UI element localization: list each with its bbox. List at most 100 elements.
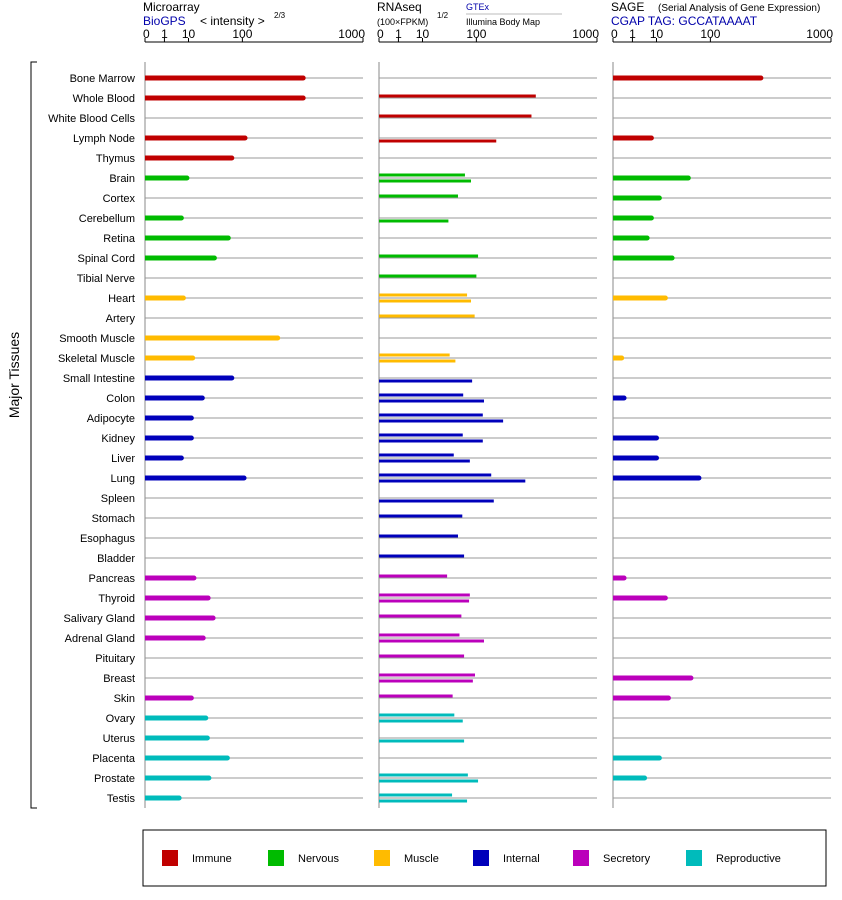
panel-subtitle: GTEx bbox=[466, 2, 490, 12]
bar bbox=[145, 415, 192, 421]
legend-label-internal: Internal bbox=[503, 853, 540, 865]
x-tick-label: 10 bbox=[416, 27, 430, 41]
bar bbox=[379, 514, 463, 518]
bar-end bbox=[229, 375, 235, 381]
bar bbox=[379, 773, 468, 777]
bar bbox=[613, 695, 669, 701]
bar-end bbox=[758, 75, 764, 81]
bar-end bbox=[648, 135, 654, 141]
bar-end bbox=[656, 755, 662, 761]
legend-label-nervous: Nervous bbox=[298, 853, 339, 865]
tissue-label: Kidney bbox=[101, 433, 135, 445]
bar-end bbox=[188, 435, 194, 441]
bar-end bbox=[210, 615, 216, 621]
bar bbox=[379, 293, 468, 297]
panel-title: RNAseq bbox=[377, 0, 422, 14]
scale-note: < intensity > bbox=[200, 14, 265, 28]
bar bbox=[145, 175, 187, 181]
tissue-label: Skeletal Muscle bbox=[58, 353, 135, 365]
bar bbox=[379, 219, 449, 223]
bar bbox=[145, 135, 246, 141]
bar bbox=[145, 295, 184, 301]
bar bbox=[379, 459, 470, 463]
bar bbox=[379, 599, 470, 603]
bar-end bbox=[656, 195, 662, 201]
bar-end bbox=[642, 775, 648, 781]
bar-end bbox=[665, 695, 671, 701]
bar-end bbox=[696, 475, 702, 481]
bar bbox=[613, 595, 666, 601]
bar bbox=[379, 639, 484, 643]
bar-end bbox=[300, 75, 306, 81]
bar-end bbox=[648, 215, 654, 221]
bar bbox=[145, 695, 192, 701]
bar bbox=[145, 735, 208, 741]
scale-note: (100×FPKM) bbox=[377, 17, 428, 27]
tissue-label: Salivary Gland bbox=[63, 613, 135, 625]
legend-swatch-reproductive bbox=[686, 850, 702, 866]
bar-end bbox=[204, 735, 210, 741]
bar bbox=[379, 593, 470, 597]
legend-swatch-muscle bbox=[374, 850, 390, 866]
tissue-label: Artery bbox=[106, 313, 136, 325]
bar bbox=[145, 255, 215, 261]
x-tick-label: 1 bbox=[629, 27, 636, 41]
x-tick-label: 1000 bbox=[806, 27, 833, 41]
bar bbox=[379, 379, 473, 383]
bar-end bbox=[200, 635, 206, 641]
tissue-label: Placenta bbox=[92, 753, 136, 765]
bar bbox=[613, 435, 657, 441]
bar bbox=[379, 679, 473, 683]
bar bbox=[379, 453, 454, 457]
bar-end bbox=[203, 715, 209, 721]
tissue-label: Bone Marrow bbox=[70, 73, 135, 85]
bar bbox=[379, 673, 475, 677]
bar bbox=[379, 499, 494, 503]
x-tick-label: 10 bbox=[650, 27, 664, 41]
scale-exponent: 1/2 bbox=[437, 11, 449, 20]
bar-end bbox=[653, 435, 659, 441]
bar-end bbox=[211, 255, 217, 261]
tissue-label: Small Intestine bbox=[63, 373, 135, 385]
bar bbox=[613, 395, 625, 401]
bar bbox=[379, 719, 463, 723]
bar bbox=[613, 175, 689, 181]
panel-subtitle: BioGPS bbox=[143, 14, 186, 28]
bar bbox=[145, 435, 192, 441]
bar bbox=[379, 114, 532, 118]
tissue-bracket bbox=[30, 61, 37, 809]
tissue-label: Stomach bbox=[92, 513, 135, 525]
tissue-label: Brain bbox=[109, 173, 135, 185]
tissue-label: Cortex bbox=[103, 193, 136, 205]
bar-end bbox=[178, 215, 184, 221]
bar bbox=[379, 299, 471, 303]
panel-title: Microarray bbox=[143, 0, 200, 14]
bar-end bbox=[225, 235, 231, 241]
bar-end bbox=[621, 575, 627, 581]
bar bbox=[145, 375, 232, 381]
bar bbox=[145, 335, 278, 341]
bar-end bbox=[224, 755, 230, 761]
bar bbox=[379, 433, 463, 437]
tissue-label: Heart bbox=[108, 293, 135, 305]
bar bbox=[379, 274, 477, 278]
tissue-label: Liver bbox=[111, 453, 135, 465]
bar bbox=[379, 614, 462, 618]
bar bbox=[613, 295, 666, 301]
bar bbox=[613, 195, 660, 201]
tissue-label: Tibial Nerve bbox=[77, 273, 135, 285]
bar bbox=[145, 715, 206, 721]
bar bbox=[145, 455, 182, 461]
bar-end bbox=[188, 415, 194, 421]
panel-microarray: Microarray BioGPS < intensity > 2/3 0 1 10… bbox=[143, 0, 365, 808]
bar bbox=[379, 413, 483, 417]
tissue-label: Pancreas bbox=[89, 573, 136, 585]
bar bbox=[145, 475, 245, 481]
tissue-label: Spleen bbox=[101, 493, 135, 505]
bar-end bbox=[242, 135, 248, 141]
bar-end bbox=[275, 335, 281, 341]
bar bbox=[379, 654, 465, 658]
bar bbox=[613, 135, 652, 141]
tissue-label: Adrenal Gland bbox=[65, 633, 135, 645]
bar-end bbox=[688, 675, 694, 681]
